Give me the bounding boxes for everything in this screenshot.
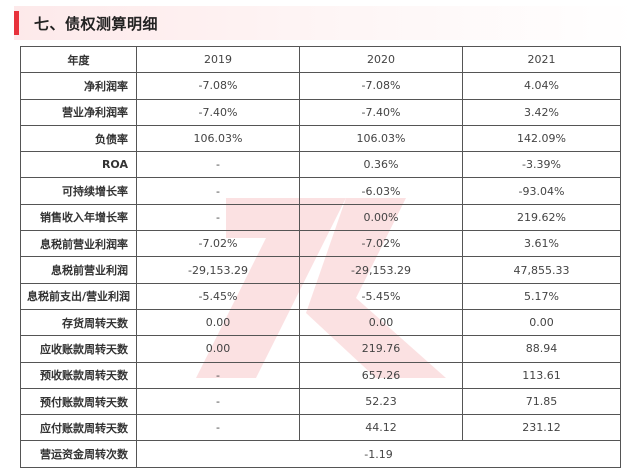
row-label: 应收账款周转天数: [20, 335, 137, 363]
value-cell: -7.40%: [136, 98, 300, 126]
row-label: 营业净利润率: [20, 98, 137, 126]
value-cell: -29,153.29: [299, 256, 463, 284]
value-cell: -29,153.29: [136, 256, 300, 284]
table-row: 销售收入年增长率 - 0.00% 219.62%: [20, 203, 621, 232]
table-row: 预收账款周转天数 - 657.26 113.61: [20, 361, 621, 389]
header-year-cell: 2021: [462, 45, 621, 74]
table-row: 应收账款周转天数 0.00 219.76 88.94: [20, 335, 621, 363]
value-cell: 106.03%: [136, 124, 300, 153]
value-cell: -7.02%: [136, 230, 300, 258]
value-cell: 47,855.33: [462, 256, 621, 284]
row-label: 营运资金周转次数: [20, 440, 137, 468]
value-cell: 231.12: [462, 414, 621, 442]
merged-value-cell: -1.19: [136, 440, 621, 468]
row-label: 预收账款周转天数: [20, 361, 137, 389]
value-cell: 88.94: [462, 335, 621, 363]
value-cell: 657.26: [299, 361, 463, 389]
value-cell: 219.62%: [462, 203, 621, 232]
row-label: ROA: [20, 151, 137, 179]
value-cell: 3.61%: [462, 230, 621, 258]
value-cell: -: [136, 414, 300, 442]
header-year-cell: 2019: [136, 45, 300, 74]
section-header: 七、债权测算明细: [14, 6, 636, 40]
value-cell: 5.17%: [462, 282, 621, 310]
value-cell: -: [136, 387, 300, 416]
value-cell: -93.04%: [462, 177, 621, 205]
value-cell: -7.02%: [299, 230, 463, 258]
table-row: 可持续增长率 - -6.03% -93.04%: [20, 177, 621, 205]
value-cell: -5.45%: [299, 282, 463, 310]
table-row: 息税前支出/营业利润 -5.45% -5.45% 5.17%: [20, 282, 621, 310]
row-label: 负债率: [20, 124, 137, 153]
row-label: 息税前营业利润: [20, 256, 137, 284]
header-label-cell: 年度: [20, 45, 137, 74]
value-cell: -6.03%: [299, 177, 463, 205]
table-row: ROA - 0.36% -3.39%: [20, 151, 621, 179]
value-cell: -7.40%: [299, 98, 463, 126]
value-cell: 142.09%: [462, 124, 621, 153]
row-label: 存货周转天数: [20, 308, 137, 337]
row-label: 应付账款周转天数: [20, 414, 137, 442]
value-cell: -: [136, 151, 300, 179]
row-label: 息税前营业利润率: [20, 230, 137, 258]
row-label: 净利润率: [20, 72, 137, 100]
table-row: 营业净利润率 -7.40% -7.40% 3.42%: [20, 98, 621, 126]
row-label: 息税前支出/营业利润: [20, 282, 137, 310]
value-cell: -7.08%: [136, 72, 300, 100]
value-cell: -7.08%: [299, 72, 463, 100]
debt-metrics-table: 年度 2019 2020 2021 净利润率 -7.08% -7.08% 4.0…: [20, 45, 621, 468]
accent-bar: [14, 11, 19, 35]
value-cell: 219.76: [299, 335, 463, 363]
table-row: 负债率 106.03% 106.03% 142.09%: [20, 124, 621, 153]
value-cell: -: [136, 203, 300, 232]
table-row-merged: 营运资金周转次数 -1.19: [20, 440, 621, 468]
table-row: 息税前营业利润 -29,153.29 -29,153.29 47,855.33: [20, 256, 621, 284]
value-cell: 113.61: [462, 361, 621, 389]
value-cell: -3.39%: [462, 151, 621, 179]
table-header-row: 年度 2019 2020 2021: [20, 45, 621, 74]
value-cell: 71.85: [462, 387, 621, 416]
value-cell: 4.04%: [462, 72, 621, 100]
value-cell: 44.12: [299, 414, 463, 442]
table-row: 应付账款周转天数 - 44.12 231.12: [20, 414, 621, 442]
section-title: 七、债权测算明细: [34, 15, 159, 33]
value-cell: 0.00: [462, 308, 621, 337]
value-cell: 106.03%: [299, 124, 463, 153]
value-cell: -5.45%: [136, 282, 300, 310]
table-row: 净利润率 -7.08% -7.08% 4.04%: [20, 72, 621, 100]
row-label: 销售收入年增长率: [20, 203, 137, 232]
row-label: 可持续增长率: [20, 177, 137, 205]
value-cell: 0.00%: [299, 203, 463, 232]
value-cell: 0.00: [136, 335, 300, 363]
value-cell: -: [136, 361, 300, 389]
value-cell: 52.23: [299, 387, 463, 416]
value-cell: 0.00: [136, 308, 300, 337]
table-row: 预付账款周转天数 - 52.23 71.85: [20, 387, 621, 416]
table-row: 息税前营业利润率 -7.02% -7.02% 3.61%: [20, 230, 621, 258]
row-label: 预付账款周转天数: [20, 387, 137, 416]
table-row: 存货周转天数 0.00 0.00 0.00: [20, 308, 621, 337]
value-cell: 0.36%: [299, 151, 463, 179]
value-cell: -: [136, 177, 300, 205]
value-cell: 3.42%: [462, 98, 621, 126]
header-year-cell: 2020: [299, 45, 463, 74]
value-cell: 0.00: [299, 308, 463, 337]
